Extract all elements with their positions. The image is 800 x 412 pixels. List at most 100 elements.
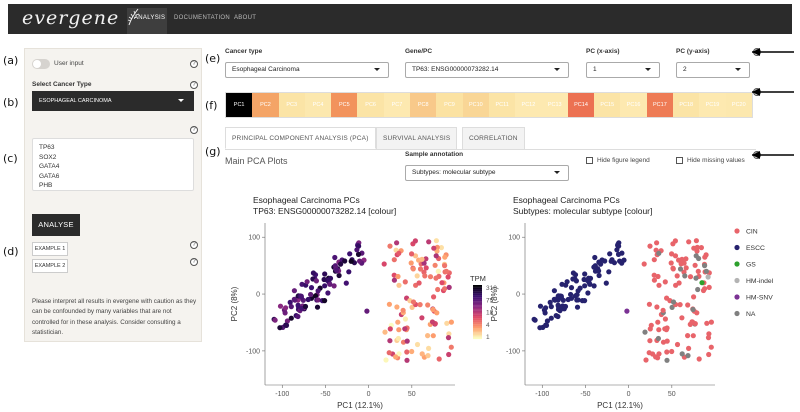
data-point — [683, 256, 689, 262]
tab-correlation[interactable]: CORRELATION — [462, 127, 525, 149]
pc-cell[interactable]: PC2 — [252, 93, 279, 117]
pc-cell[interactable]: PC4 — [304, 93, 332, 117]
cancer-type-dropdown[interactable]: Esophageal Carcinoma — [225, 62, 389, 78]
legend-swatch — [734, 261, 740, 267]
data-point — [302, 303, 309, 310]
data-point — [393, 354, 399, 360]
data-point — [662, 316, 668, 322]
pc-cell[interactable]: PC13 — [541, 93, 568, 117]
data-point — [295, 302, 301, 308]
chevron-down-icon — [735, 68, 741, 71]
data-point — [582, 298, 588, 304]
data-point — [391, 257, 397, 263]
gene-list-textarea[interactable]: TP63 SOX2 GATA4 GATA6 PHB — [32, 138, 194, 191]
brand-logo[interactable]: evergene — [22, 7, 140, 29]
pc-cell[interactable]: PC17 — [646, 93, 674, 117]
data-point — [592, 254, 598, 261]
help-icon[interactable]: ? — [190, 60, 198, 68]
gene-line: PHB — [39, 182, 53, 189]
data-point — [291, 288, 297, 294]
data-point — [430, 333, 436, 339]
data-point — [624, 308, 630, 314]
colorbar-segment — [473, 322, 482, 325]
pc-cell[interactable]: PC20 — [725, 93, 752, 117]
pc-cell[interactable]: PC14 — [567, 93, 595, 117]
data-point — [651, 257, 657, 263]
pc-cell[interactable]: PC18 — [673, 93, 700, 117]
analyse-button[interactable]: ANALYSE — [32, 214, 80, 236]
help-icon[interactable]: ? — [190, 126, 198, 134]
data-point — [283, 305, 289, 311]
data-point — [575, 297, 581, 303]
hide-missing-label: Hide missing values — [687, 157, 745, 164]
data-point — [706, 331, 712, 337]
data-point — [582, 271, 588, 277]
help-icon[interactable]: ? — [190, 241, 198, 249]
legend-label: CIN — [746, 229, 758, 236]
chevron-down-icon — [374, 68, 380, 71]
pc-cell[interactable]: PC7 — [383, 93, 411, 117]
tab-survival[interactable]: SURVIVAL ANALYSIS — [376, 127, 458, 149]
data-point — [669, 251, 675, 257]
pc-x-dropdown[interactable]: 1 — [586, 62, 660, 78]
pc-x-label: PC (x-axis) — [586, 48, 620, 55]
data-point — [685, 333, 691, 339]
colorbar-segment — [473, 306, 482, 309]
colorbar-segment — [473, 316, 482, 318]
pc-cell[interactable]: PC12 — [515, 93, 542, 117]
data-point — [656, 327, 662, 333]
pc-cell[interactable]: PC6 — [357, 93, 384, 117]
nav-analysis[interactable]: ANALYSIS — [134, 15, 166, 21]
pc-y-dropdown[interactable]: 2 — [676, 62, 750, 78]
user-input-toggle[interactable] — [32, 59, 50, 69]
pc-cell[interactable]: PC3 — [278, 93, 305, 117]
tab-pca[interactable]: PRINCIPAL COMPONENT ANALYSIS (PCA) — [225, 127, 376, 149]
sample-annotation-label: Sample annotation — [405, 151, 464, 158]
data-point — [433, 253, 439, 259]
hide-legend-checkbox[interactable] — [586, 157, 593, 164]
data-point — [395, 273, 401, 280]
panel-label-c: (c) — [3, 152, 18, 165]
data-point — [668, 260, 674, 266]
pc-cell[interactable]: PC8 — [410, 93, 437, 117]
help-icon[interactable]: ? — [190, 81, 198, 89]
colorbar-segment — [473, 318, 482, 321]
data-point — [272, 317, 278, 323]
pc-cell[interactable]: PC1 — [226, 93, 253, 117]
data-point — [687, 274, 694, 280]
example-2-button[interactable]: EXAMPLE 2 — [32, 259, 68, 273]
cancer-type-select[interactable]: ESOPHAGEAL CARCINOMA — [32, 91, 194, 111]
pc-cell[interactable]: PC10 — [462, 93, 489, 117]
chevron-down-icon — [554, 171, 560, 174]
data-point — [672, 238, 678, 244]
sample-annotation-dropdown[interactable]: Subtypes: molecular subtype — [405, 165, 569, 181]
data-point — [410, 266, 416, 272]
data-point — [677, 266, 684, 272]
help-icon[interactable]: ? — [190, 258, 198, 266]
data-point — [695, 268, 701, 274]
data-point — [674, 273, 680, 279]
colorbar-segment — [473, 286, 482, 288]
pc-cell[interactable]: PC19 — [699, 93, 726, 117]
data-point — [708, 319, 714, 325]
y-axis-label: PC2 (8%) — [490, 286, 499, 321]
colorbar-title: TPM — [470, 274, 486, 283]
nav-documentation[interactable]: DOCUMENTATION — [174, 15, 231, 21]
data-point — [537, 303, 544, 309]
pc-cell[interactable]: PC11 — [488, 93, 516, 117]
pc-cell[interactable]: PC16 — [620, 93, 647, 117]
plot-subtitle: Subtypes: molecular subtype [colour] — [513, 206, 652, 216]
pc-cell[interactable]: PC9 — [436, 93, 463, 117]
pc-cell[interactable]: PC15 — [594, 93, 621, 117]
gene-pc-dropdown[interactable]: TP63: ENSG00000073282.14 — [405, 62, 569, 78]
data-point — [647, 243, 653, 249]
hide-missing-checkbox[interactable] — [676, 157, 683, 164]
nav-about[interactable]: ABOUT — [234, 15, 257, 21]
data-point — [431, 245, 437, 251]
data-point — [422, 273, 428, 279]
data-point — [381, 261, 387, 267]
pc-cell[interactable]: PC5 — [331, 93, 358, 117]
data-point — [683, 265, 689, 271]
pc-x-value: 1 — [593, 66, 597, 73]
example-1-button[interactable]: EXAMPLE 1 — [32, 242, 68, 256]
